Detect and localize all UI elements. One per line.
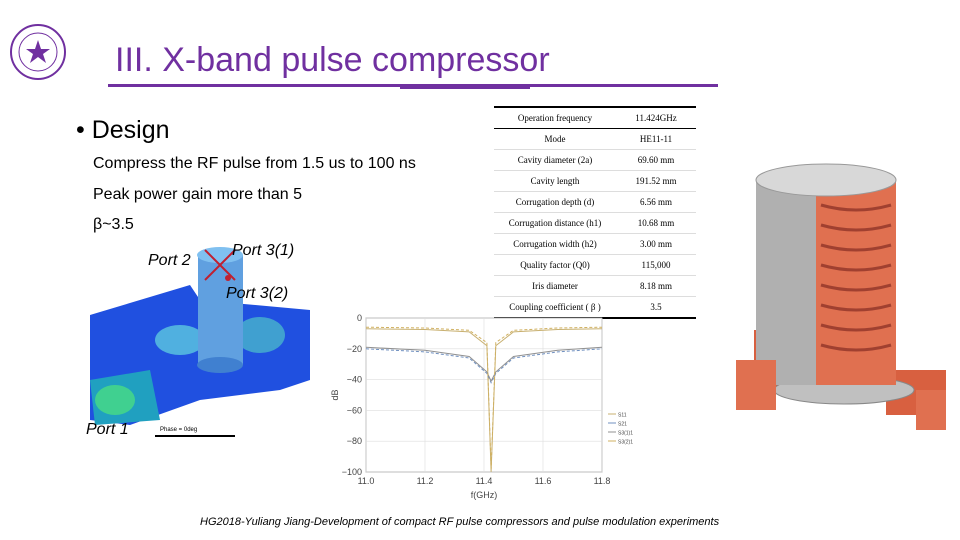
parameters-table: Operation frequency 11.424GHz Mode HE11-11 C… bbox=[494, 106, 696, 319]
s-parameter-chart: 11.0 11.2 11.4 11.6 11.8 0 −20 −40 −60 −80 −100 f(G… bbox=[330, 313, 633, 500]
y-tick-label: −20 bbox=[347, 344, 362, 354]
parameter-row: Mode HE11-11 bbox=[494, 128, 696, 150]
x-tick-label: 11.8 bbox=[594, 476, 611, 486]
y-tick-label: −100 bbox=[342, 467, 362, 477]
text-line-gain: Peak power gain more than 5 bbox=[93, 186, 303, 203]
university-seal-logo bbox=[10, 24, 66, 80]
parameter-name: Cavity diameter (2a) bbox=[494, 149, 616, 171]
parameter-name: Corrugation distance (h1) bbox=[494, 212, 616, 234]
legend-label: S11 bbox=[618, 413, 627, 419]
x-tick-label: 11.0 bbox=[358, 476, 375, 486]
x-tick-label: 11.6 bbox=[535, 476, 552, 486]
parameter-row: Quality factor (Q0) 115,000 bbox=[494, 254, 696, 276]
parameter-value: 69.60 mm bbox=[616, 149, 696, 171]
parameter-name: Mode bbox=[494, 128, 616, 150]
parameter-value: 8.18 mm bbox=[616, 275, 696, 297]
text-line-compress: Compress the RF pulse from 1.5 us to 100… bbox=[93, 155, 416, 172]
parameter-value: 6.56 mm bbox=[616, 191, 696, 213]
x-tick-label: 11.4 bbox=[476, 476, 493, 486]
parameter-row: Corrugation distance (h1) 10.68 mm bbox=[494, 212, 696, 234]
series-line bbox=[365, 346, 603, 383]
parameter-name: Quality factor (Q0) bbox=[494, 254, 616, 276]
title-underline bbox=[108, 84, 718, 87]
y-tick-label: 0 bbox=[357, 313, 362, 323]
parameter-name: Operation frequency bbox=[494, 106, 616, 129]
parameter-name: Iris diameter bbox=[494, 275, 616, 297]
parameter-value: 11.424GHz bbox=[616, 106, 696, 129]
pulse-compressor-3d-model bbox=[736, 163, 946, 430]
slide-title: III. X-band pulse compressor bbox=[115, 41, 550, 79]
parameter-name: Coupling coefficient ( β ) bbox=[494, 296, 616, 319]
text-line-beta: β~3.5 bbox=[93, 216, 134, 233]
footer-citation: HG2018-Yuliang Jiang-Development of comp… bbox=[200, 516, 720, 528]
x-axis-label: f(GHz) bbox=[471, 490, 498, 500]
series-line bbox=[365, 326, 603, 469]
x-tick-label: 11.2 bbox=[417, 476, 434, 486]
parameter-row: Operation frequency 11.424GHz bbox=[494, 106, 696, 129]
parameter-name: Corrugation width (h2) bbox=[494, 233, 616, 255]
parameter-row: Iris diameter 8.18 mm bbox=[494, 275, 696, 297]
bullet-design: • Design bbox=[76, 116, 170, 144]
y-tick-label: −80 bbox=[347, 436, 362, 446]
parameter-value: 191.52 mm bbox=[616, 170, 696, 192]
parameter-value: 10.68 mm bbox=[616, 212, 696, 234]
parameter-row: Coupling coefficient ( β ) 3.5 bbox=[494, 296, 696, 319]
label-port-2: Port 2 bbox=[148, 252, 191, 269]
y-axis-label: dB bbox=[330, 389, 340, 400]
legend-label: S3(2)1 bbox=[618, 440, 633, 446]
label-port-3-1: Port 3(1) bbox=[232, 242, 295, 259]
y-tick-label: −60 bbox=[347, 405, 362, 415]
field-simulation-image: Phase = 0deg bbox=[90, 247, 310, 437]
label-port-3-2: Port 3(2) bbox=[226, 285, 289, 302]
legend-label: S3(1)1 bbox=[618, 431, 633, 437]
parameter-name: Corrugation depth (d) bbox=[494, 191, 616, 213]
parameter-value: 3.00 mm bbox=[616, 233, 696, 255]
parameter-value: 115,000 bbox=[616, 254, 696, 276]
legend-label: S21 bbox=[618, 422, 627, 428]
parameter-value: HE11-11 bbox=[616, 128, 696, 150]
parameter-row: Cavity diameter (2a) 69.60 mm bbox=[494, 149, 696, 171]
parameter-name: Cavity length bbox=[494, 170, 616, 192]
label-port-1: Port 1 bbox=[86, 421, 129, 438]
series-line bbox=[365, 328, 603, 473]
parameter-row: Corrugation width (h2) 3.00 mm bbox=[494, 233, 696, 255]
parameter-row: Cavity length 191.52 mm bbox=[494, 170, 696, 192]
series-line bbox=[365, 348, 603, 384]
parameter-value: 3.5 bbox=[616, 296, 696, 319]
y-tick-label: −40 bbox=[347, 375, 362, 385]
title-underline-accent bbox=[400, 86, 530, 89]
parameter-row: Corrugation depth (d) 6.56 mm bbox=[494, 191, 696, 213]
sim-caption: Phase = 0deg bbox=[160, 427, 197, 433]
